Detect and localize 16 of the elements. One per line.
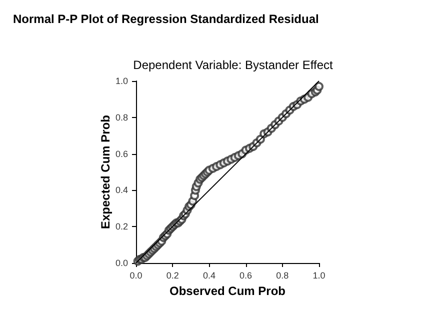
y-tick-label: 1.0 bbox=[115, 76, 128, 86]
y-tick-label: 0.8 bbox=[115, 112, 128, 122]
y-tick-label: 0.6 bbox=[115, 148, 128, 159]
x-tick-label: 0.4 bbox=[202, 270, 216, 280]
x-tick-label: 0.6 bbox=[240, 270, 252, 280]
y-tick-label: 0.0 bbox=[115, 258, 128, 268]
x-tick-label: 1.0 bbox=[312, 270, 326, 280]
x-tick-label: 0.2 bbox=[166, 270, 179, 280]
y-axis-title: Expected Cum Prob bbox=[98, 114, 113, 230]
chart-title: Normal P-P Plot of Regression Standardized Residual bbox=[13, 12, 319, 26]
chart-subtitle: Dependent Variable: Bystander Effect bbox=[133, 58, 334, 72]
y-tick-label: 0.2 bbox=[115, 222, 128, 232]
y-tick-label: 0.4 bbox=[115, 185, 128, 196]
x-tick-label: 0.0 bbox=[130, 270, 142, 280]
x-tick-label: 0.8 bbox=[276, 270, 289, 280]
x-axis-title: Observed Cum Prob bbox=[169, 284, 286, 298]
